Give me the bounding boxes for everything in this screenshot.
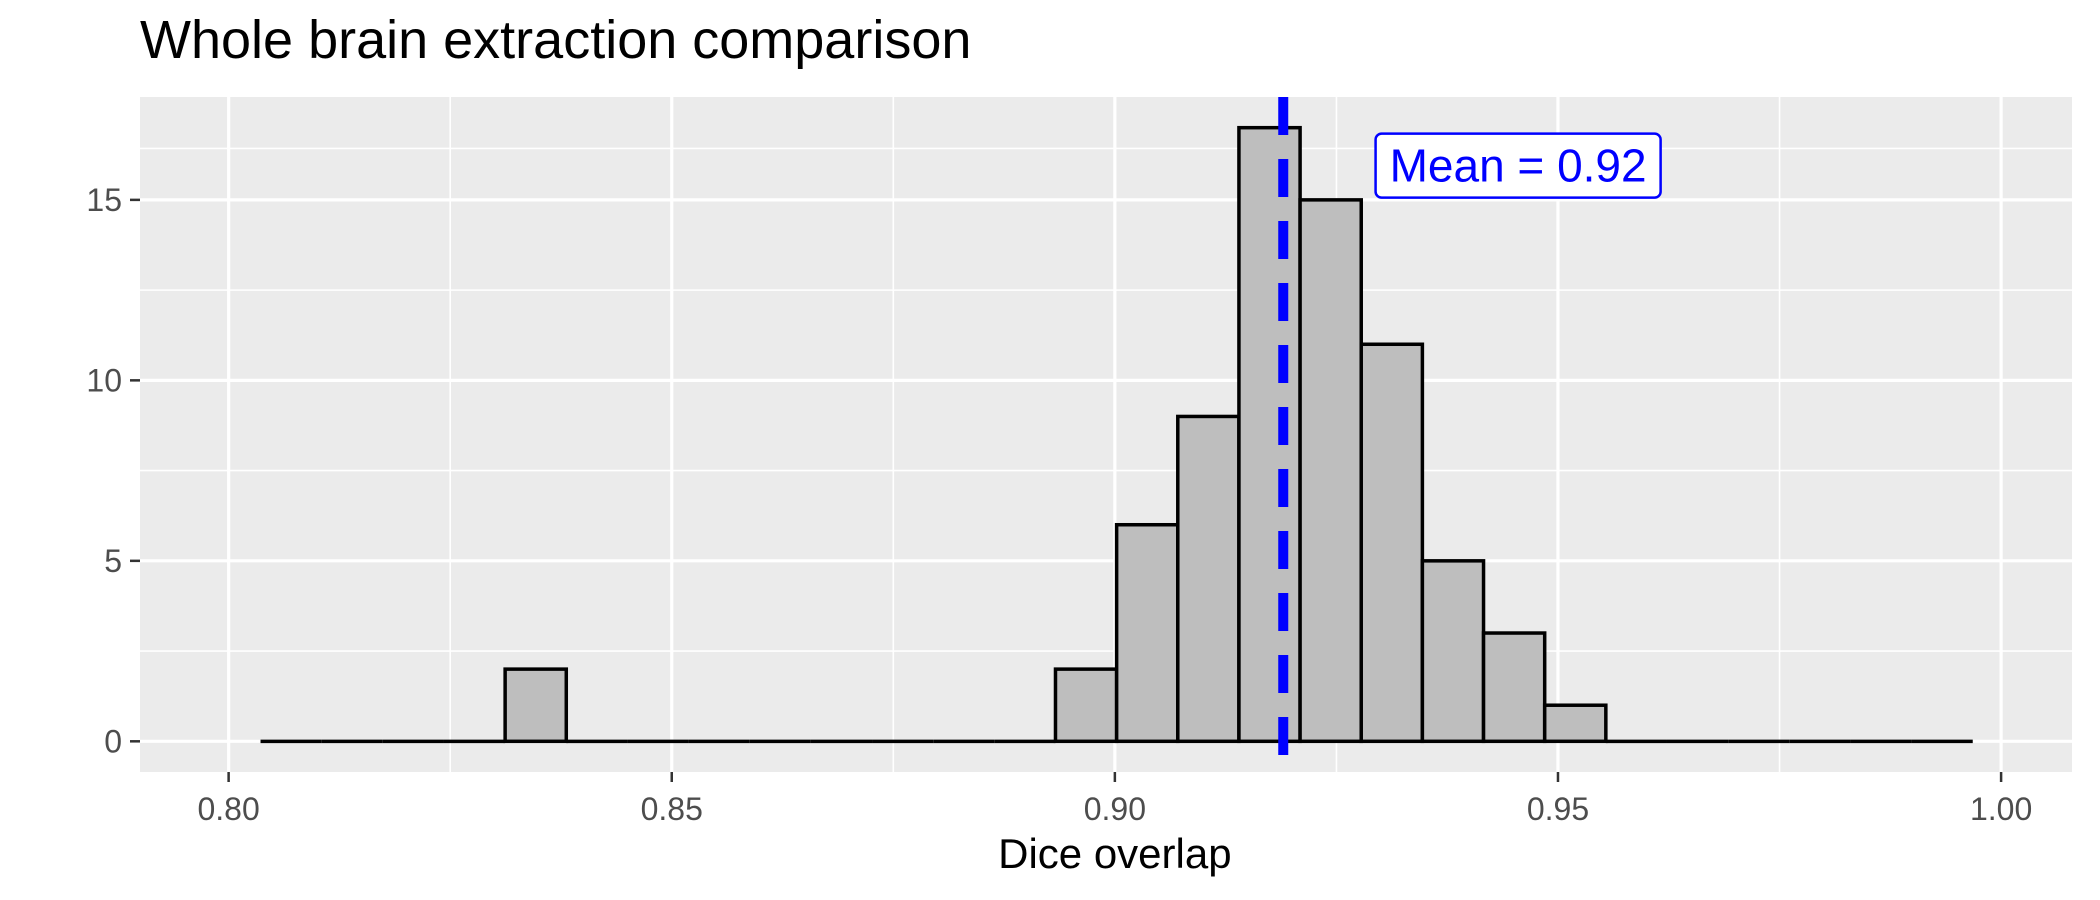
histogram-bar [1420, 559, 1486, 744]
x-tick-label: 0.85 [641, 791, 703, 827]
x-axis-title: Dice overlap [998, 830, 1231, 877]
histogram-bar [503, 667, 569, 744]
y-tick-label: 15 [86, 182, 122, 218]
histogram-bar [1298, 198, 1363, 744]
x-tick-label: 0.90 [1084, 791, 1146, 827]
x-tick-label: 1.00 [1970, 791, 2032, 827]
chart-title: Whole brain extraction comparison [140, 10, 971, 70]
histogram-bar [1114, 522, 1180, 744]
mean-annotation-text: Mean = 0.92 [1390, 140, 1647, 192]
y-tick-label: 0 [104, 723, 122, 759]
histogram-bar [1359, 342, 1425, 744]
histogram-bars [260, 125, 1973, 744]
histogram-bar [1481, 631, 1547, 744]
mean-annotation-box [1374, 132, 1662, 199]
histogram-bar [1542, 703, 1608, 744]
plot-panel [140, 97, 2072, 772]
y-tick-label: 10 [86, 362, 122, 398]
histogram-bar [1237, 125, 1302, 744]
x-tick-label: 0.80 [197, 791, 259, 827]
histogram-bar [1176, 414, 1241, 744]
axes: 0.80 0.85 0.90 0.95 1.00 0 5 10 15 [86, 182, 2032, 827]
mean-marker: Mean = 0.92 [1278, 97, 1662, 772]
x-tick-label: 0.95 [1527, 791, 1589, 827]
y-tick-label: 5 [104, 543, 122, 579]
histogram-bar [1053, 667, 1119, 744]
